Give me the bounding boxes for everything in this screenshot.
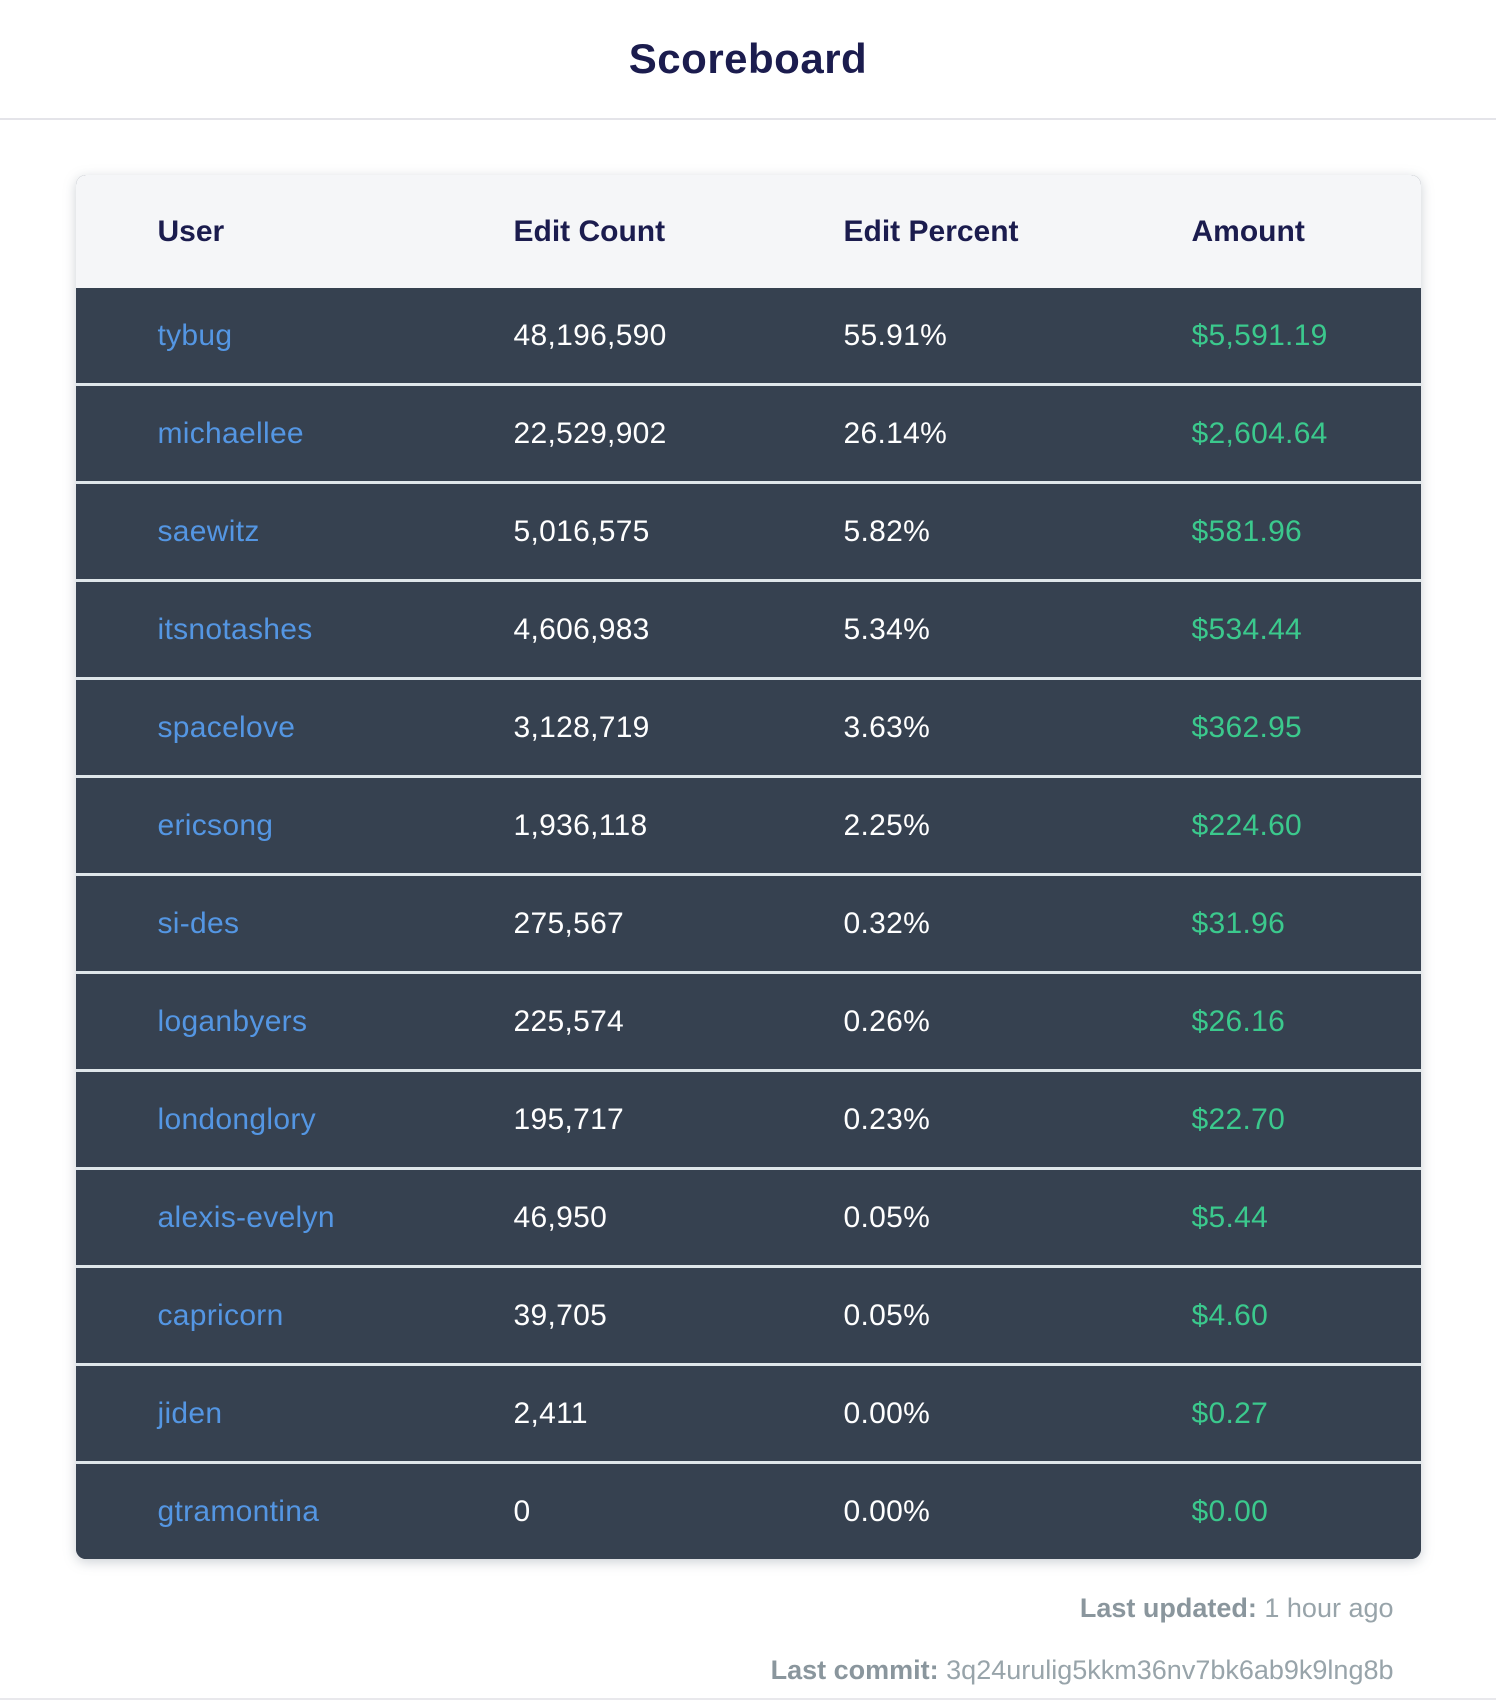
edit-count-cell: 3,128,719 bbox=[513, 710, 650, 744]
amount-cell: $26.16 bbox=[1191, 1004, 1286, 1038]
table-header-row: User Edit Count Edit Percent Amount bbox=[75, 175, 1421, 288]
user-cell: tybug bbox=[76, 319, 514, 353]
page-title: Scoreboard bbox=[628, 35, 868, 82]
edit-percent-cell: 0.23% bbox=[843, 1102, 931, 1136]
edit-count-cell: 48,196,590 bbox=[513, 318, 667, 352]
table-row: londonglory 195,717 0.23% $22.70 bbox=[75, 1069, 1421, 1167]
table-body: tybug 48,196,590 55.91% $5,591.19 michae… bbox=[75, 288, 1421, 1559]
user-cell: ericsong bbox=[76, 809, 514, 843]
table-row: loganbyers 225,574 0.26% $26.16 bbox=[75, 971, 1421, 1069]
user-link[interactable]: spacelove bbox=[157, 710, 296, 744]
table-row: gtramontina 0 0.00% $0.00 bbox=[75, 1461, 1421, 1559]
user-link[interactable]: capricorn bbox=[157, 1298, 284, 1332]
user-cell: londonglory bbox=[76, 1103, 514, 1137]
edit-percent-cell: 26.14% bbox=[843, 416, 948, 450]
table-row: ericsong 1,936,118 2.25% $224.60 bbox=[75, 775, 1421, 873]
edit-percent-cell: 0.05% bbox=[843, 1200, 931, 1234]
amount-cell: $2,604.64 bbox=[1191, 416, 1328, 450]
edit-count-cell: 1,936,118 bbox=[513, 808, 648, 842]
user-link[interactable]: alexis-evelyn bbox=[157, 1200, 335, 1234]
table-row: tybug 48,196,590 55.91% $5,591.19 bbox=[75, 288, 1421, 383]
edit-count-cell: 4,606,983 bbox=[513, 612, 650, 646]
amount-cell: $22.70 bbox=[1191, 1102, 1286, 1136]
user-cell: spacelove bbox=[76, 711, 514, 745]
edit-count-cell: 39,705 bbox=[513, 1298, 608, 1332]
edit-count-cell: 5,016,575 bbox=[513, 514, 650, 548]
user-cell: itsnotashes bbox=[76, 613, 514, 647]
amount-cell: $31.96 bbox=[1191, 906, 1286, 940]
footer: Last updated: 1 hour ago Last commit: 3q… bbox=[76, 1589, 1421, 1689]
edit-percent-cell: 3.63% bbox=[843, 710, 931, 744]
edit-percent-cell: 0.26% bbox=[843, 1004, 931, 1038]
edit-count-cell: 0 bbox=[513, 1494, 531, 1528]
user-cell: michaellee bbox=[76, 417, 514, 451]
amount-cell: $5,591.19 bbox=[1191, 318, 1328, 352]
edit-percent-cell: 0.05% bbox=[843, 1298, 931, 1332]
table-row: michaellee 22,529,902 26.14% $2,604.64 bbox=[75, 383, 1421, 481]
last-commit-line: Last commit: 3q24urulig5kkm36nv7bk6ab9k9… bbox=[76, 1651, 1394, 1689]
user-link[interactable]: gtramontina bbox=[157, 1494, 320, 1528]
last-updated-label: Last updated: bbox=[1079, 1593, 1257, 1623]
scoreboard-table: User Edit Count Edit Percent Amount tybu… bbox=[75, 175, 1421, 1559]
user-link[interactable]: ericsong bbox=[157, 808, 274, 842]
amount-cell: $5.44 bbox=[1191, 1200, 1269, 1234]
user-cell: capricorn bbox=[76, 1299, 514, 1333]
last-updated-value: 1 hour ago bbox=[1264, 1593, 1394, 1623]
user-link[interactable]: saewitz bbox=[157, 514, 260, 548]
user-cell: jiden bbox=[76, 1397, 514, 1431]
page-header: Scoreboard bbox=[0, 0, 1496, 120]
table-row: si-des 275,567 0.32% $31.96 bbox=[75, 873, 1421, 971]
amount-cell: $0.27 bbox=[1191, 1396, 1269, 1430]
table-row: jiden 2,411 0.00% $0.27 bbox=[75, 1363, 1421, 1461]
edit-count-cell: 22,529,902 bbox=[513, 416, 667, 450]
last-commit-value: 3q24urulig5kkm36nv7bk6ab9k9lng8b bbox=[946, 1655, 1394, 1685]
last-commit-label: Last commit: bbox=[770, 1655, 939, 1685]
column-header-user: User bbox=[157, 214, 225, 248]
edit-percent-cell: 0.00% bbox=[843, 1494, 931, 1528]
table-row: alexis-evelyn 46,950 0.05% $5.44 bbox=[75, 1167, 1421, 1265]
column-header-edit-count: Edit Count bbox=[513, 214, 666, 248]
edit-count-cell: 275,567 bbox=[513, 906, 625, 940]
edit-percent-cell: 0.32% bbox=[843, 906, 931, 940]
edit-count-cell: 225,574 bbox=[513, 1004, 625, 1038]
user-link[interactable]: jiden bbox=[157, 1396, 223, 1430]
edit-percent-cell: 55.91% bbox=[843, 318, 948, 352]
amount-cell: $0.00 bbox=[1191, 1494, 1269, 1528]
user-link[interactable]: michaellee bbox=[157, 416, 304, 450]
table-row: spacelove 3,128,719 3.63% $362.95 bbox=[75, 677, 1421, 775]
edit-count-cell: 195,717 bbox=[513, 1102, 625, 1136]
user-cell: gtramontina bbox=[76, 1495, 514, 1529]
user-cell: loganbyers bbox=[76, 1005, 514, 1039]
edit-percent-cell: 0.00% bbox=[843, 1396, 931, 1430]
amount-cell: $581.96 bbox=[1191, 514, 1303, 548]
edit-percent-cell: 2.25% bbox=[843, 808, 931, 842]
edit-count-cell: 2,411 bbox=[513, 1396, 588, 1430]
column-header-edit-percent: Edit Percent bbox=[843, 214, 1019, 248]
bottom-divider bbox=[0, 1698, 1496, 1700]
column-header-amount: Amount bbox=[1191, 214, 1305, 248]
user-link[interactable]: si-des bbox=[157, 906, 240, 940]
amount-cell: $362.95 bbox=[1191, 710, 1303, 744]
table-row: saewitz 5,016,575 5.82% $581.96 bbox=[75, 481, 1421, 579]
table-row: capricorn 39,705 0.05% $4.60 bbox=[75, 1265, 1421, 1363]
table-row: itsnotashes 4,606,983 5.34% $534.44 bbox=[75, 579, 1421, 677]
user-link[interactable]: londonglory bbox=[157, 1102, 316, 1136]
user-link[interactable]: loganbyers bbox=[157, 1004, 308, 1038]
last-updated-line: Last updated: 1 hour ago bbox=[76, 1589, 1394, 1627]
amount-cell: $4.60 bbox=[1191, 1298, 1269, 1332]
user-cell: alexis-evelyn bbox=[76, 1201, 514, 1235]
edit-percent-cell: 5.34% bbox=[843, 612, 931, 646]
amount-cell: $534.44 bbox=[1191, 612, 1303, 646]
edit-percent-cell: 5.82% bbox=[843, 514, 931, 548]
user-cell: si-des bbox=[76, 907, 514, 941]
amount-cell: $224.60 bbox=[1191, 808, 1303, 842]
user-link[interactable]: tybug bbox=[157, 318, 233, 352]
edit-count-cell: 46,950 bbox=[513, 1200, 608, 1234]
user-link[interactable]: itsnotashes bbox=[157, 612, 313, 646]
user-cell: saewitz bbox=[76, 515, 514, 549]
